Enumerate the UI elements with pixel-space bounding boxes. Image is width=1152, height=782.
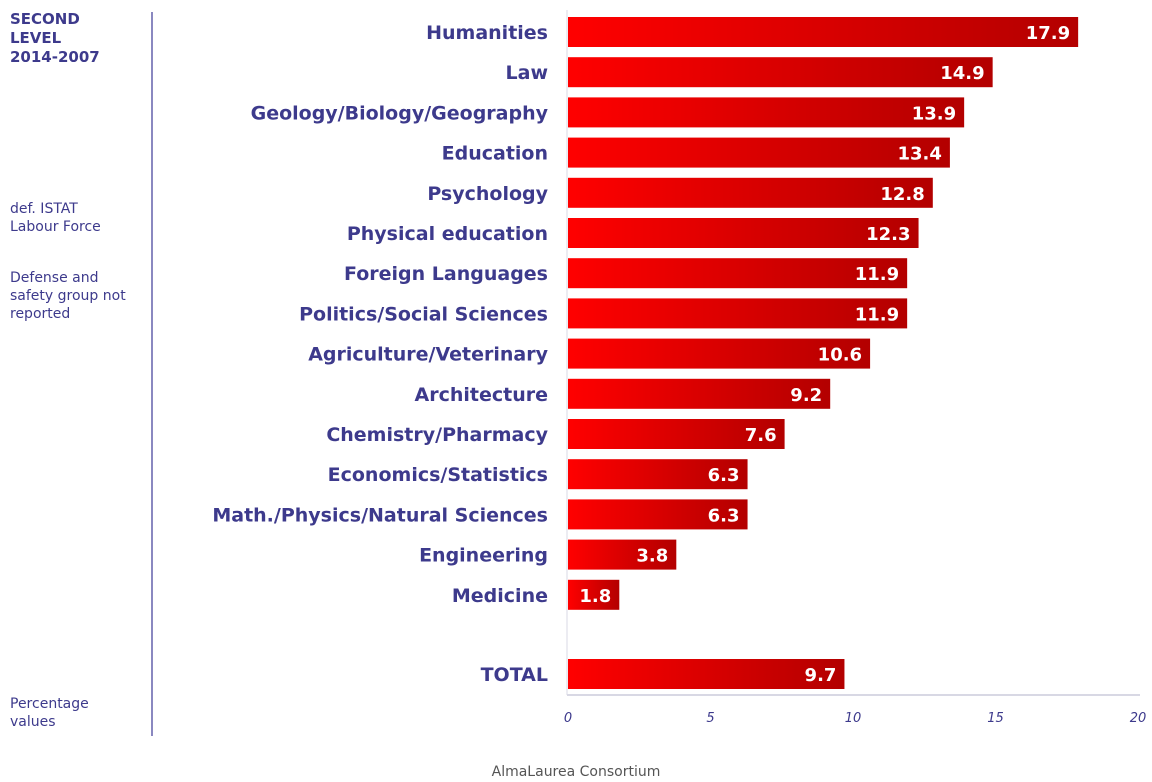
bar-physical-education <box>568 218 919 248</box>
bar-geology-biology-geography <box>568 97 965 128</box>
value-label-agriculture-veterinary: 10.6 <box>818 345 862 366</box>
bar-chart: Humanities 17.9 Law 14.9 Geology/Biology/Geo… <box>212 10 1146 726</box>
level-title: SECOND LEVEL 2014-2007 <box>10 10 100 66</box>
x-tick-label-10: 10 <box>845 711 862 726</box>
value-label-math-physics-natural-sciences: 6.3 <box>708 505 740 526</box>
category-label-chemistry-pharmacy: Chemistry/Pharmacy <box>326 424 548 446</box>
value-label-politics-social-sciences: 11.9 <box>855 304 899 325</box>
bars-group: Humanities 17.9 Law 14.9 Geology/Biology/Geo… <box>212 17 1079 689</box>
bar-math-physics-natural-sciences <box>568 499 748 530</box>
bar-education <box>568 137 950 168</box>
bar-humanities <box>568 17 1079 47</box>
category-label-architecture: Architecture <box>415 384 548 406</box>
bar-politics-social-sciences <box>568 298 908 329</box>
value-label-psychology: 12.8 <box>880 184 924 205</box>
category-label-physical-education: Physical education <box>347 223 548 245</box>
category-label-total: TOTAL <box>481 664 548 686</box>
value-label-geology-biology-geography: 13.9 <box>912 103 956 124</box>
category-label-politics-social-sciences: Politics/Social Sciences <box>299 303 548 325</box>
value-label-economics-statistics: 6.3 <box>708 465 740 486</box>
category-label-engineering: Engineering <box>419 545 548 567</box>
value-label-architecture: 9.2 <box>790 385 822 406</box>
bar-agriculture-veterinary <box>568 338 871 369</box>
value-label-physical-education: 12.3 <box>866 224 910 245</box>
category-label-foreign-languages: Foreign Languages <box>344 263 548 285</box>
side-divider <box>151 12 153 736</box>
category-label-medicine: Medicine <box>452 585 548 607</box>
istat-note: def. ISTAT Labour Force <box>10 201 101 235</box>
bar-medicine <box>568 579 620 610</box>
source-footer: AlmaLaurea Consortium <box>491 764 661 780</box>
x-tick-label-20: 20 <box>1130 711 1147 726</box>
value-label-chemistry-pharmacy: 7.6 <box>745 425 777 446</box>
category-label-education: Education <box>442 143 548 165</box>
bar-economics-statistics <box>568 459 748 490</box>
bar-law <box>568 57 993 88</box>
value-label-education: 13.4 <box>897 144 941 165</box>
value-label-engineering: 3.8 <box>636 546 668 567</box>
value-label-medicine: 1.8 <box>579 586 611 607</box>
category-label-geology-biology-geography: Geology/Biology/Geography <box>251 102 549 124</box>
bar-psychology <box>568 177 933 208</box>
category-label-math-physics-natural-sciences: Math./Physics/Natural Sciences <box>212 504 548 526</box>
value-label-total: 9.7 <box>805 665 837 686</box>
category-label-economics-statistics: Economics/Statistics <box>328 464 548 486</box>
value-label-foreign-languages: 11.9 <box>855 264 899 285</box>
percentage-note: Percentage values <box>10 696 89 730</box>
category-label-humanities: Humanities <box>426 22 548 44</box>
value-label-law: 14.9 <box>940 63 984 84</box>
x-tick-label-15: 15 <box>987 711 1004 726</box>
category-label-psychology: Psychology <box>427 183 548 205</box>
x-tick-label-5: 5 <box>706 711 714 726</box>
bar-architecture <box>568 378 831 409</box>
bar-foreign-languages <box>568 258 908 289</box>
bar-total <box>568 659 845 689</box>
defense-note: Defense and safety group not reported <box>10 270 126 322</box>
x-tick-label-0: 0 <box>564 711 572 726</box>
value-label-humanities: 17.9 <box>1026 23 1070 44</box>
category-label-agriculture-veterinary: Agriculture/Veterinary <box>308 344 548 366</box>
bar-engineering <box>568 539 677 570</box>
x-ticks-group: 0 5 10 15 20 <box>564 711 1146 726</box>
bar-chemistry-pharmacy <box>568 419 785 449</box>
category-label-law: Law <box>506 62 548 84</box>
